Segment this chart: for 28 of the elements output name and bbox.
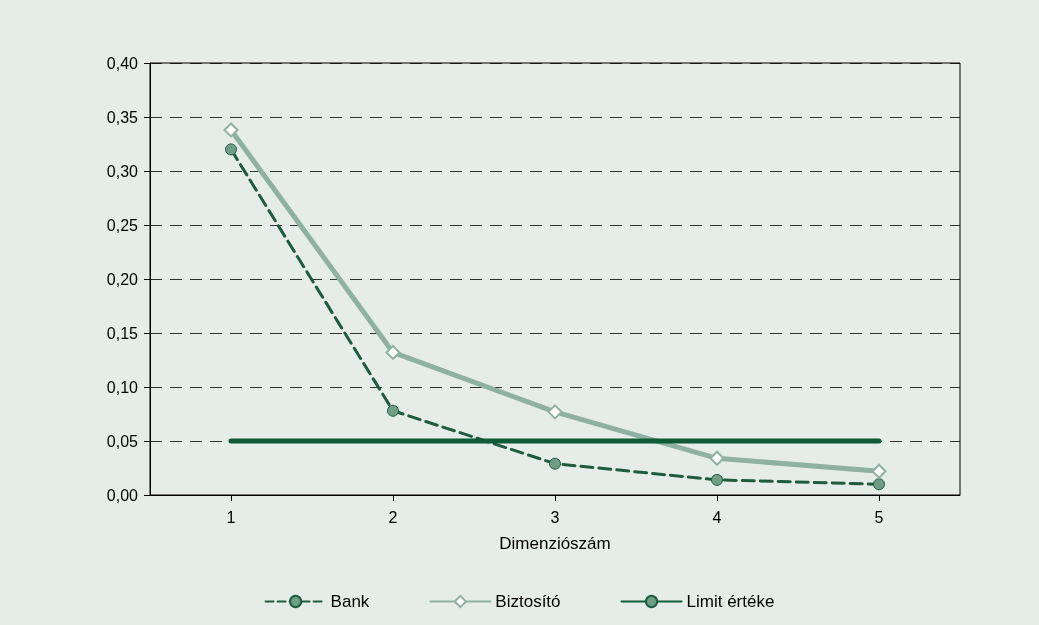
point — [871, 463, 887, 479]
point — [225, 143, 237, 156]
y-tick-label: 0,30 — [106, 162, 139, 180]
x-tick-label: 3 — [550, 508, 560, 526]
y-tick-label: 0,10 — [106, 378, 139, 396]
point — [385, 344, 401, 360]
y-tick-label: 0,40 — [106, 54, 139, 72]
point — [223, 122, 239, 138]
point — [709, 450, 725, 466]
y-tick-label: 0,05 — [106, 432, 139, 450]
x-tick-label: 4 — [712, 508, 722, 526]
y-tick-label: 0,25 — [106, 216, 139, 234]
point — [387, 404, 399, 417]
point — [547, 404, 563, 420]
point — [711, 473, 723, 486]
x-axis-title: Dimenziószám — [499, 534, 611, 553]
x-tick-label: 5 — [874, 508, 884, 526]
legend-label: Biztosító — [495, 592, 561, 611]
legend-label: Limit értéke — [686, 592, 775, 611]
y-tick-label: 0,35 — [106, 108, 139, 126]
x-tick-label: 2 — [388, 508, 398, 526]
y-tick-label: 0,00 — [106, 486, 139, 504]
x-tick-label: 1 — [226, 508, 236, 526]
y-tick-label: 0,20 — [106, 270, 139, 288]
y-tick-label: 0,15 — [106, 324, 139, 342]
legend-label: Bank — [330, 592, 370, 611]
point — [549, 457, 561, 470]
point — [873, 478, 885, 491]
